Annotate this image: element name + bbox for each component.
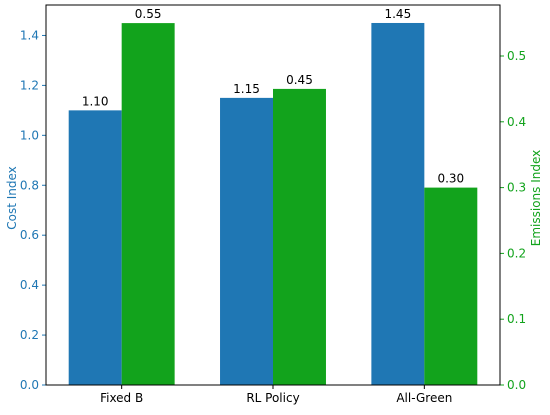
y-left-tick-label: 1.4: [20, 28, 39, 42]
y-left-tick-label: 1.0: [20, 128, 39, 142]
bar-emissions-2: [424, 187, 478, 385]
x-tick-label: All-Green: [396, 391, 452, 405]
data-label-emissions-0: 0.55: [135, 7, 162, 21]
data-label-cost-1: 1.15: [233, 82, 260, 96]
y-right-tick-label: 0.0: [507, 378, 526, 392]
bar-cost-0: [68, 110, 122, 386]
y-right-tick-label: 0.3: [507, 181, 526, 195]
y-axis-right-label: Emissions Index: [529, 150, 543, 247]
data-label-emissions-1: 0.45: [286, 73, 313, 87]
y-left-tick-label: 0.4: [20, 278, 39, 292]
plot-frame: [45, 4, 501, 386]
data-label-emissions-2: 0.30: [437, 172, 464, 186]
y-right-tick-label: 0.5: [507, 49, 526, 63]
y-right-tick-label: 0.1: [507, 312, 526, 326]
y-left-tick-label: 0.2: [20, 328, 39, 342]
y-right-tick-label: 0.2: [507, 246, 526, 260]
y-axis-left-label: Cost Index: [5, 166, 19, 230]
data-label-cost-2: 1.45: [384, 7, 411, 21]
bar-emissions-0: [121, 23, 175, 385]
bar-cost-1: [220, 97, 273, 385]
x-tick-label: Fixed B: [100, 391, 143, 405]
bar-cost-2: [371, 22, 425, 385]
x-tick-label: RL Policy: [246, 391, 299, 405]
y-left-tick-label: 0.8: [20, 178, 39, 192]
y-right-tick-label: 0.4: [507, 115, 526, 129]
y-left-tick-label: 0.0: [20, 378, 39, 392]
y-left-tick-label: 0.6: [20, 228, 39, 242]
y-left-tick-label: 1.2: [20, 78, 39, 92]
bar-emissions-1: [273, 88, 326, 386]
data-label-cost-0: 1.10: [82, 94, 109, 108]
